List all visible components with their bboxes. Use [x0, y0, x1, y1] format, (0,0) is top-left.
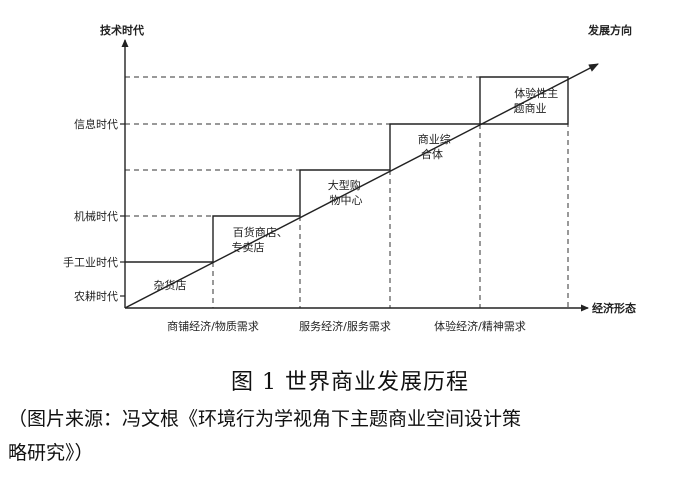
y-axis-title: 技术时代: [100, 23, 144, 37]
x-axis-title: 经济形态: [592, 301, 636, 315]
stage-label-grocery: 杂货店: [154, 278, 187, 292]
commerce-development-diagram: 技术时代 经济形态 发展方向 信息时代 机械时代 手工业时代 农耕时代 商铺经济…: [63, 23, 636, 333]
stage-label-department-store: 百货商店、 专卖店: [232, 225, 292, 254]
era-labels: 信息时代 机械时代 手工业时代 农耕时代: [63, 117, 118, 303]
figure-source-line-2: 略研究》）: [8, 442, 94, 464]
era-label-agricultural: 农耕时代: [74, 289, 118, 303]
economy-label-commercial: 商铺经济/物质需求: [167, 319, 259, 333]
figure-source-line-1: （图片来源：冯文根《环境行为学视角下主题商业空间设计策: [8, 408, 522, 430]
economy-type-labels: 商铺经济/物质需求 服务经济/服务需求 体验经济/精神需求: [167, 319, 526, 333]
stage-label-shopping-mall: 大型购 物中心: [328, 178, 365, 207]
stage-labels: 杂货店 百货商店、 专卖店 大型购 物中心 商业综 合体 体验性主 题商业: [154, 86, 562, 292]
stage-staircase: [125, 76, 569, 263]
stage-label-commercial-complex: 商业综 合体: [418, 132, 455, 161]
economy-label-service: 服务经济/服务需求: [299, 319, 391, 333]
economy-label-experience: 体验经济/精神需求: [434, 319, 526, 333]
figure-title: 图 1 世界商业发展历程: [231, 370, 469, 395]
development-direction-label: 发展方向: [587, 23, 632, 37]
era-label-handicraft: 手工业时代: [63, 255, 118, 269]
era-label-information: 信息时代: [74, 117, 118, 131]
y-ticks: [120, 123, 125, 297]
stage-label-theme-commerce: 体验性主 题商业: [514, 86, 562, 115]
development-direction-arrow: [124, 63, 599, 309]
era-label-machine: 机械时代: [74, 209, 118, 223]
